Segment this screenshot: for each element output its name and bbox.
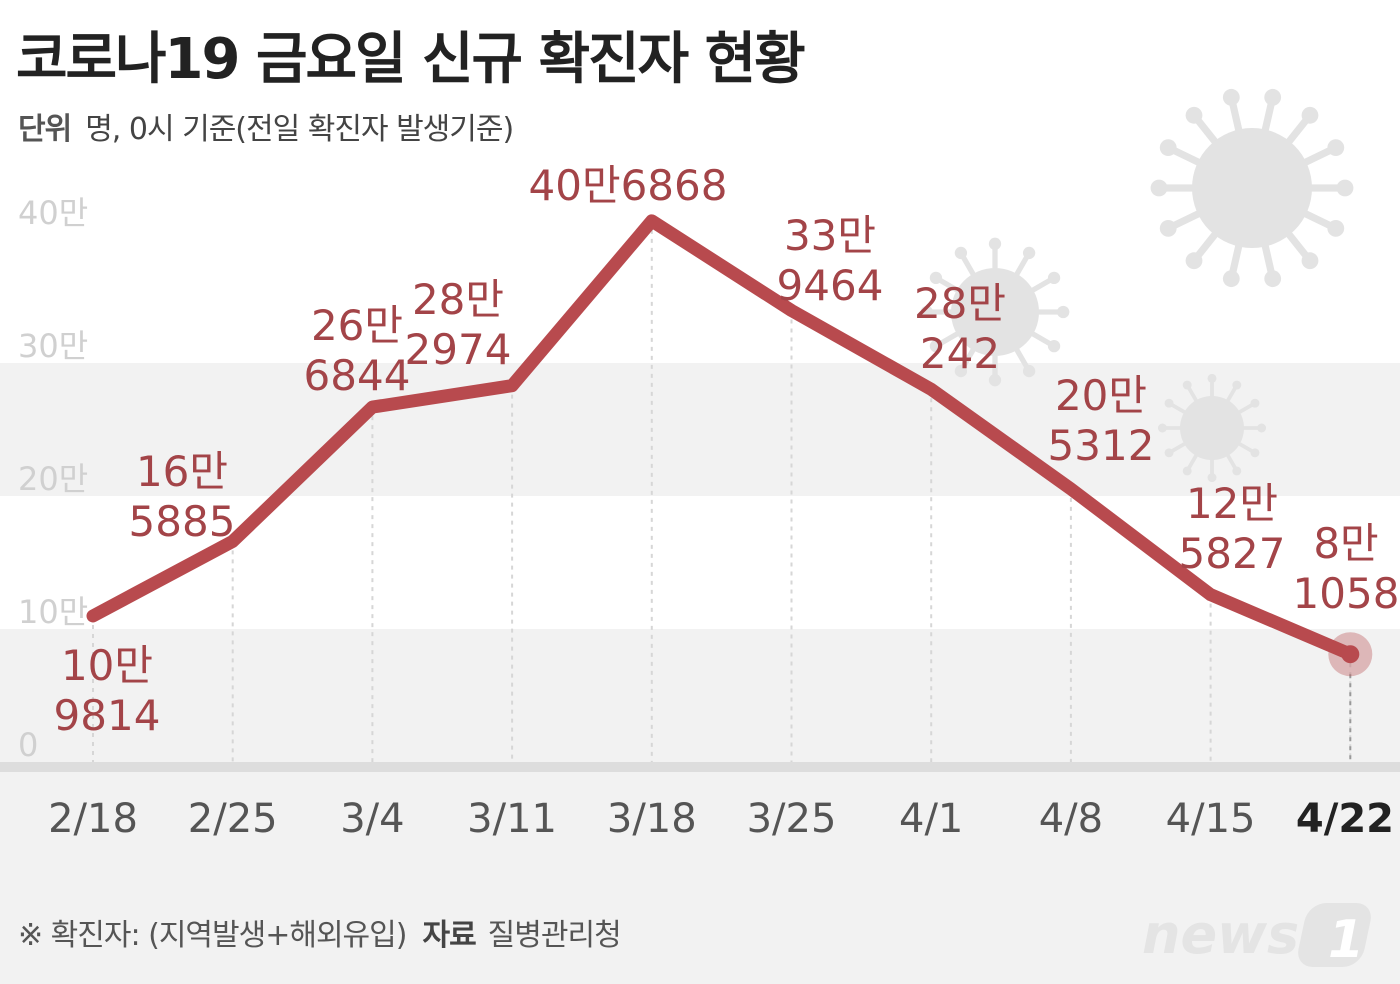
data-label: 40만6868 (529, 161, 728, 210)
x-axis-ticks: 2/18 2/25 3/4 3/11 3/18 3/25 4/1 4/8 4/15 4/22 (48, 796, 1394, 842)
data-label: 5827 (1179, 529, 1286, 578)
x-tick-label: 3/11 (467, 796, 557, 842)
y-tick-label: 0 (18, 726, 38, 764)
data-labels: 10만981416만588526만684428만297440만686833만94… (54, 161, 1400, 740)
source-name: 질병관리청 (487, 918, 622, 953)
data-label: 28만 (412, 275, 504, 324)
data-label: 5885 (129, 497, 236, 546)
x-tick-label: 3/18 (607, 796, 697, 842)
logo-text: news (1142, 903, 1299, 966)
x-axis-line (0, 762, 1400, 772)
source-label: 자료 (422, 918, 476, 953)
data-point (231, 540, 234, 543)
unit-note: 단위 명, 0시 기준(전일 확진자 발생기준) (18, 104, 514, 148)
data-label: 10만 (61, 641, 153, 690)
x-tick-label: 4/22 (1296, 796, 1394, 842)
data-point (790, 309, 793, 312)
footnote: ※ 확진자: (지역발생+해외유입) (18, 918, 407, 953)
data-label: 8만 (1313, 519, 1378, 568)
x-axis-band (0, 772, 1400, 984)
vertical-guides (92, 220, 1352, 762)
y-tick-label: 40만 (18, 194, 88, 232)
news1-logo: news 1 (1142, 903, 1371, 970)
data-point (930, 388, 933, 391)
x-tick-label: 4/1 (899, 796, 963, 842)
x-tick-label: 3/25 (747, 796, 837, 842)
virus-decorations (920, 88, 1354, 483)
y-axis-ticks: 0 10만 20만 30만 40만 (18, 194, 88, 764)
highlight-point (1341, 645, 1360, 664)
y-tick-label: 30만 (18, 327, 88, 365)
data-line (86, 214, 1373, 677)
data-label: 16만 (136, 447, 228, 496)
data-label: 20만 (1055, 371, 1147, 420)
virus-icon (1157, 373, 1267, 483)
data-point (1069, 487, 1072, 490)
footer-note: ※ 확진자: (지역발생+해외유입) 자료 질병관리청 (18, 910, 622, 954)
data-point (1209, 593, 1212, 596)
x-tick-label: 2/18 (48, 796, 138, 842)
series-line (86, 214, 1357, 661)
data-label: 6844 (304, 351, 411, 400)
data-point (511, 384, 514, 387)
page-title: 코로나19 금요일 신규 확진자 현황 (16, 27, 806, 92)
x-tick-label: 2/25 (188, 796, 278, 842)
x-tick-label: 4/8 (1039, 796, 1103, 842)
data-label: 33만 (784, 211, 876, 260)
virus-icon (1150, 88, 1354, 288)
data-label: 1058 (1293, 569, 1400, 618)
unit-text: 명, 0시 기준(전일 확진자 발생기준) (85, 112, 514, 147)
data-label: 26만 (311, 301, 403, 350)
unit-label: 단위 (18, 112, 72, 147)
data-point (371, 406, 374, 409)
logo-mark-bg (1298, 903, 1371, 967)
logo-mark: 1 (1328, 910, 1364, 970)
data-point (92, 614, 94, 617)
y-tick-label: 20만 (18, 460, 88, 498)
y-tick-label: 10만 (18, 593, 88, 631)
data-label: 5312 (1048, 421, 1155, 470)
x-tick-label: 4/15 (1166, 796, 1256, 842)
data-label: 9464 (777, 261, 884, 310)
data-label: 9814 (54, 691, 161, 740)
data-label: 2974 (405, 325, 512, 374)
x-tick-label: 3/4 (340, 796, 404, 842)
data-label: 12만 (1186, 479, 1278, 528)
band (0, 629, 1400, 762)
data-point (650, 219, 653, 222)
data-label: 28만 (914, 279, 1006, 328)
data-label: 242 (920, 329, 1000, 378)
virus-icon (920, 237, 1070, 387)
